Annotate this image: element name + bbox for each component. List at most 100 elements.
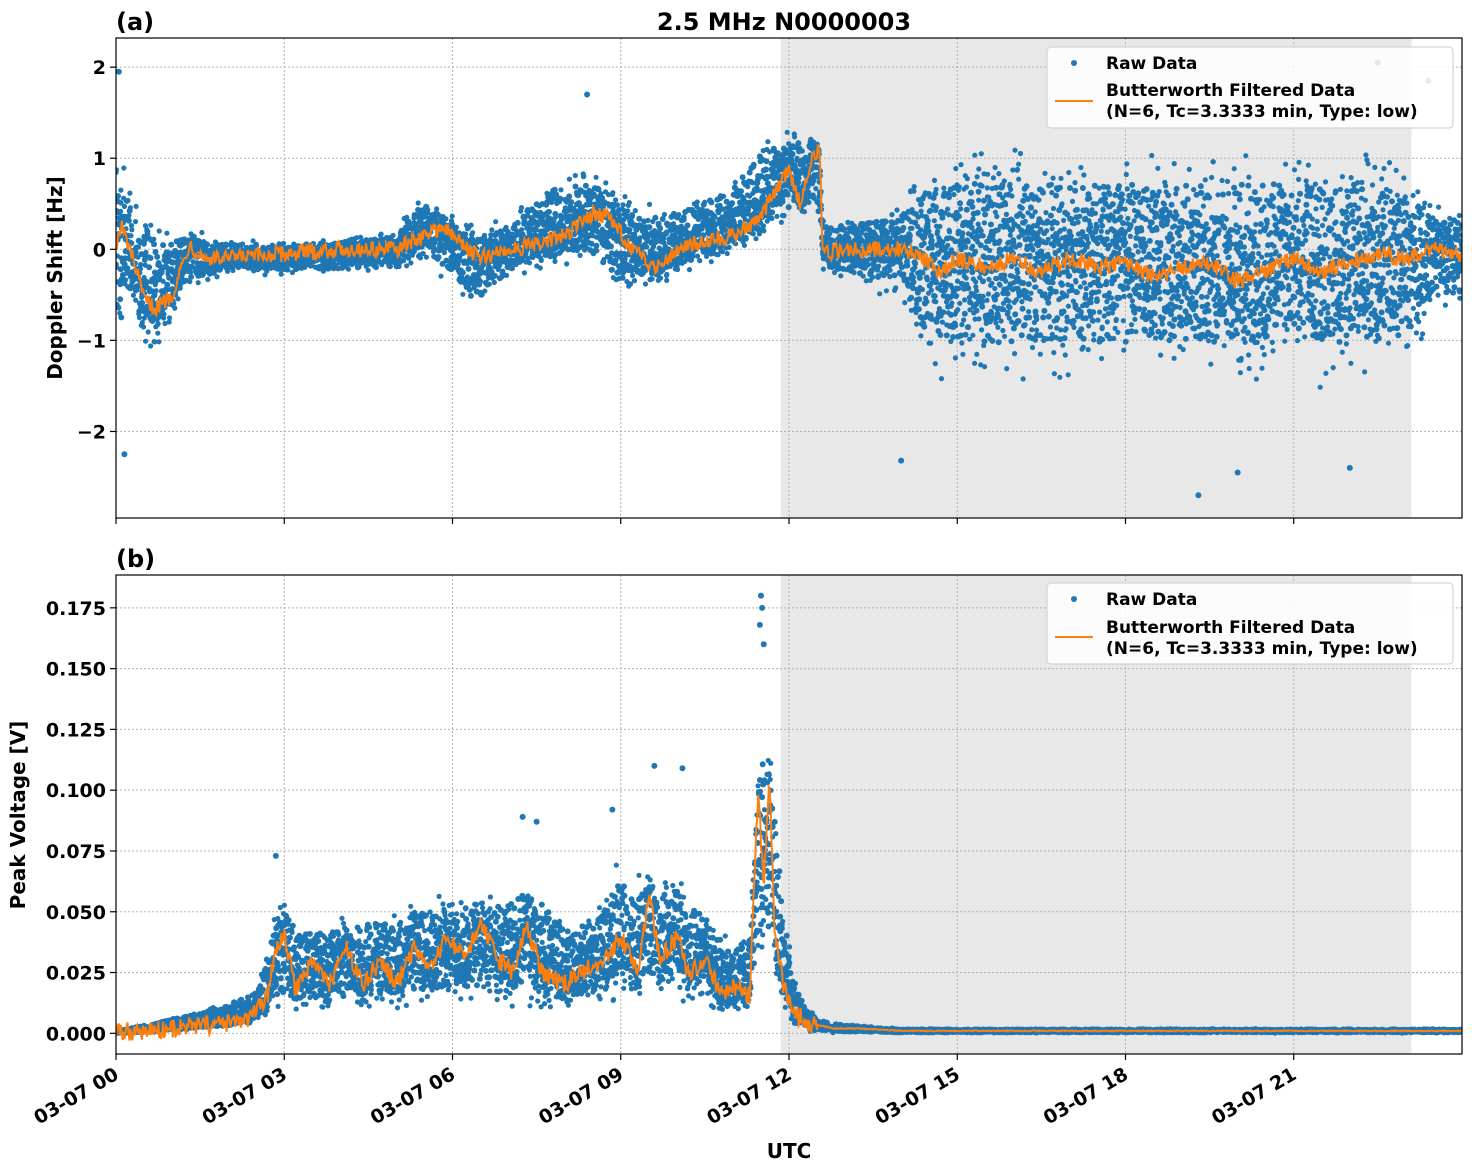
- raw-data-point: [1115, 329, 1121, 335]
- raw-data-point: [1284, 326, 1290, 333]
- raw-data-point: [143, 249, 149, 255]
- raw-data-point: [558, 187, 564, 193]
- raw-data-point: [958, 162, 964, 168]
- raw-data-point: [1001, 333, 1008, 339]
- raw-data-point: [972, 152, 978, 158]
- raw-data-point: [1157, 248, 1163, 255]
- raw-data-point: [1365, 317, 1371, 323]
- raw-data-point: [976, 197, 982, 203]
- raw-data-point: [605, 192, 612, 198]
- raw-data-point: [994, 213, 1000, 219]
- raw-data-point: [577, 252, 583, 258]
- raw-data-point: [1060, 342, 1066, 348]
- raw-data-point: [743, 236, 749, 242]
- raw-data-point: [526, 260, 533, 266]
- raw-data-point: [1305, 162, 1311, 168]
- raw-data-point: [1384, 194, 1390, 200]
- raw-data-point: [1061, 226, 1067, 232]
- raw-data-point: [278, 271, 284, 277]
- raw-data-point: [1393, 271, 1399, 277]
- raw-data-point: [1356, 312, 1362, 318]
- raw-data-point: [1153, 335, 1159, 341]
- raw-data-point: [130, 292, 136, 298]
- raw-data-point: [1028, 290, 1034, 296]
- raw-data-point: [1146, 284, 1152, 290]
- raw-data-point: [1330, 365, 1336, 371]
- raw-data-point: [760, 223, 767, 229]
- raw-data-point: [1179, 224, 1185, 230]
- raw-data-point: [1171, 355, 1177, 361]
- raw-data-point: [1322, 232, 1328, 238]
- raw-data-point: [1379, 176, 1385, 182]
- raw-data-point: [893, 285, 899, 291]
- raw-data-point: [1160, 315, 1166, 321]
- raw-data-point: [1314, 218, 1320, 224]
- raw-data-point: [1061, 217, 1067, 223]
- raw-data-point: [1351, 226, 1357, 232]
- raw-data-point: [646, 201, 653, 207]
- raw-data-point: [166, 319, 172, 325]
- raw-data-point: [781, 213, 787, 219]
- raw-data-point: [622, 194, 628, 200]
- raw-data-point: [1191, 187, 1197, 193]
- raw-data-point: [1329, 286, 1335, 293]
- raw-data-point: [1051, 371, 1057, 377]
- raw-data-point: [1322, 179, 1329, 185]
- raw-data-point: [1000, 327, 1006, 334]
- raw-data-point: [1047, 324, 1053, 330]
- raw-data-point: [1320, 256, 1326, 262]
- raw-data-point: [1125, 215, 1131, 221]
- raw-data-point: [1246, 365, 1252, 372]
- raw-data-point: [1050, 175, 1056, 181]
- raw-data-point: [1237, 370, 1243, 376]
- raw-data-point: [1363, 152, 1369, 158]
- raw-data-point: [928, 340, 934, 346]
- raw-data-point: [1301, 222, 1307, 229]
- raw-data-point: [1002, 272, 1008, 278]
- raw-data-point: [593, 174, 599, 180]
- raw-data-point: [1095, 317, 1101, 323]
- raw-data-point: [1223, 216, 1229, 222]
- raw-data-point: [1322, 216, 1328, 222]
- raw-data-point: [1007, 181, 1013, 187]
- raw-data-point: [1182, 274, 1188, 280]
- raw-data-point: [1231, 166, 1237, 172]
- raw-data-point: [1254, 339, 1260, 345]
- raw-data-point: [1029, 327, 1035, 333]
- raw-data-point: [1014, 166, 1021, 173]
- raw-data-point: [156, 228, 162, 234]
- raw-data-point: [1242, 324, 1248, 330]
- raw-data-point: [1333, 219, 1339, 225]
- raw-data-point: [1219, 177, 1225, 184]
- raw-data-point: [1322, 285, 1328, 291]
- raw-data-point: [1081, 280, 1087, 286]
- raw-data-point: [937, 223, 943, 230]
- raw-data-point: [1286, 241, 1292, 247]
- raw-data-point: [1309, 292, 1315, 298]
- raw-data-point: [1289, 235, 1295, 241]
- raw-data-point: [1005, 309, 1011, 315]
- raw-data-point: [1300, 299, 1306, 305]
- raw-data-point: [1385, 340, 1392, 346]
- raw-data-point: [1360, 270, 1366, 277]
- raw-data-point: [1012, 351, 1018, 357]
- raw-data-point: [217, 266, 224, 273]
- raw-data-point: [136, 314, 142, 321]
- raw-data-point: [1295, 246, 1301, 252]
- raw-data-point: [1171, 161, 1177, 167]
- raw-data-point: [911, 188, 917, 194]
- raw-data-point: [1149, 152, 1155, 159]
- raw-data-point: [1295, 198, 1301, 204]
- raw-data-point: [959, 322, 965, 328]
- raw-data-point: [1362, 369, 1368, 375]
- raw-data-point: [566, 176, 573, 182]
- raw-data-point: [951, 191, 957, 198]
- raw-data-point: [1127, 233, 1133, 239]
- raw-data-point: [420, 250, 426, 257]
- raw-data-point: [722, 227, 729, 233]
- raw-data-point: [628, 281, 634, 287]
- raw-data-point: [1202, 177, 1208, 183]
- raw-data-point: [1296, 176, 1302, 182]
- raw-data-point: [1399, 276, 1405, 283]
- raw-data-point: [1380, 207, 1386, 213]
